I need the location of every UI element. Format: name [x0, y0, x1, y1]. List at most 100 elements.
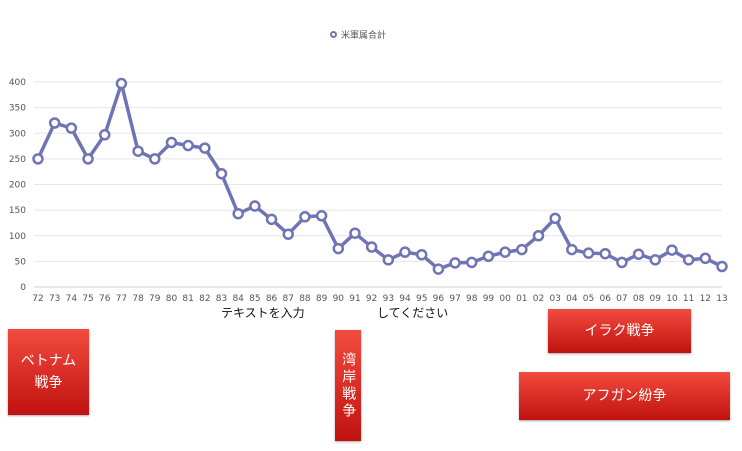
data-point	[132, 145, 144, 157]
x-tick-label: 97	[449, 294, 460, 304]
x-tick-label: 83	[216, 294, 227, 304]
data-point	[432, 263, 445, 275]
data-point	[449, 257, 461, 269]
data-point	[699, 252, 712, 265]
x-tick-label: 94	[399, 294, 411, 304]
data-point	[349, 227, 361, 239]
x-tick-label: 91	[349, 294, 360, 304]
data-point	[215, 167, 228, 180]
legend-marker-icon	[330, 31, 337, 38]
data-point	[232, 207, 244, 220]
legend-label: 米軍属合計	[341, 31, 387, 41]
x-tick-label: 01	[516, 294, 527, 304]
data-point	[115, 77, 128, 90]
data-point	[48, 117, 61, 129]
data-point	[265, 213, 278, 226]
x-tick-label: 89	[316, 294, 328, 304]
data-point	[282, 228, 294, 240]
series-line	[36, 81, 723, 271]
x-tick-label: 07	[616, 294, 627, 304]
data-point	[415, 248, 428, 261]
event-afghan-conflict: アフガン紛争	[519, 372, 730, 420]
x-tick-label: 04	[566, 294, 578, 304]
x-tick-label: 13	[716, 294, 727, 304]
data-point	[382, 254, 395, 266]
x-tick-label: 00	[499, 294, 511, 304]
data-point	[666, 244, 678, 256]
x-tick-label: 78	[132, 294, 144, 304]
x-tick-label: 96	[433, 294, 445, 304]
x-tick-label: 72	[32, 294, 43, 304]
data-point	[149, 153, 161, 165]
x-tick-label: 92	[366, 294, 377, 304]
x-tick-label: 03	[549, 294, 560, 304]
x-tick-label: 12	[700, 294, 711, 304]
data-point	[299, 211, 311, 223]
data-point	[599, 247, 611, 260]
chart-legend: 米軍属合計	[330, 28, 386, 41]
data-point	[682, 254, 695, 266]
x-tick-label: 79	[149, 294, 161, 304]
data-point	[98, 129, 111, 141]
data-point	[632, 248, 645, 260]
x-tick-label: 82	[199, 294, 210, 304]
data-point	[716, 260, 728, 273]
data-point	[199, 142, 211, 154]
x-tick-label: 85	[249, 294, 260, 304]
x-tick-label: 84	[232, 294, 244, 304]
x-tick-label: 75	[82, 294, 93, 304]
data-point	[582, 247, 595, 259]
event-gulf-war-label: 湾岸戦争	[340, 351, 357, 420]
y-tick-label: 400	[9, 78, 26, 88]
x-tick-label: 10	[666, 294, 678, 304]
x-tick-label: 11	[683, 294, 694, 304]
data-point	[532, 230, 545, 242]
data-point	[82, 153, 94, 165]
data-point	[466, 256, 478, 269]
data-point	[65, 122, 78, 134]
data-point	[616, 256, 628, 269]
x-tick-label: 99	[483, 294, 495, 304]
x-tick-label: 98	[466, 294, 478, 304]
placeholder-text-left: テキストを入力	[221, 306, 305, 320]
data-point	[499, 246, 511, 258]
event-iraq-war: イラク戦争	[548, 309, 691, 353]
y-tick-label: 200	[9, 181, 26, 191]
y-tick-label: 250	[9, 155, 26, 165]
x-tick-label: 80	[166, 294, 178, 304]
x-tick-label: 93	[383, 294, 394, 304]
y-tick-label: 100	[9, 232, 26, 242]
x-tick-label: 74	[66, 294, 78, 304]
y-tick-label: 300	[9, 129, 26, 139]
x-tick-label: 88	[299, 294, 311, 304]
y-tick-label: 0	[20, 283, 26, 293]
data-point	[399, 246, 411, 258]
x-tick-label: 81	[182, 294, 193, 304]
data-point	[165, 136, 178, 149]
x-tick-label: 05	[583, 294, 594, 304]
x-tick-label: 09	[650, 294, 662, 304]
x-tick-label: 08	[633, 294, 645, 304]
event-gulf-war: 湾岸戦争	[335, 330, 361, 441]
data-point	[516, 243, 528, 256]
x-tick-label: 06	[599, 294, 611, 304]
x-tick-label: 73	[49, 294, 60, 304]
data-point	[566, 243, 578, 256]
placeholder-text-right: してください	[377, 306, 449, 320]
data-point	[649, 254, 662, 266]
y-tick-label: 150	[9, 206, 26, 216]
x-tick-label: 87	[283, 294, 294, 304]
data-point	[32, 153, 44, 165]
data-point	[182, 139, 194, 152]
event-vietnam-war: ベトナム 戦争	[8, 329, 89, 415]
data-point	[549, 212, 561, 225]
x-tick-label: 02	[533, 294, 544, 304]
x-tick-label: 95	[416, 294, 427, 304]
y-tick-label: 50	[15, 257, 27, 267]
x-tick-label: 86	[266, 294, 278, 304]
data-point	[365, 241, 378, 253]
x-tick-label: 77	[116, 294, 127, 304]
x-tick-label: 76	[99, 294, 111, 304]
y-tick-label: 350	[9, 104, 26, 114]
